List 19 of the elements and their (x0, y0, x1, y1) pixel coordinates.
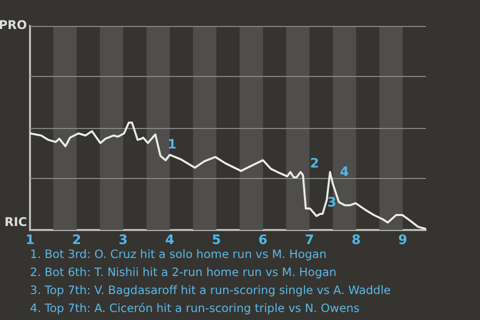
x-tick-label: 1 (25, 233, 35, 248)
annotation: 2 (310, 156, 320, 172)
text: 1. Bot 3rd: O. Cruz hit a solo home run vs M. Hogan (30, 247, 327, 261)
x-tick-label: 9 (398, 233, 408, 248)
text: PRO (0, 18, 27, 32)
annotation: 4 (340, 165, 349, 180)
x-tick-label: 4 (165, 233, 174, 248)
text: RIC (4, 215, 28, 230)
annotation: 3 (327, 195, 336, 210)
x-tick-label: 3 (118, 233, 128, 248)
x-tick-label: 8 (352, 233, 361, 248)
x-tick-label: 7 (305, 233, 314, 248)
text: 3. Top 7th: V. Bagdasaroff hit a run-scoring single vs A. Waddle (30, 282, 391, 299)
x-tick-label: 2 (72, 233, 82, 248)
annotation: 1 (167, 137, 176, 152)
x-tick-label: 6 (258, 233, 268, 248)
x-tick-label: 5 (212, 233, 221, 248)
text: 2. Bot 6th: T. Nishii hit a 2-run home run vs M. Hogan (30, 264, 338, 281)
text: 4. Top 7th: A. Cicerón hit a run-scoring triple vs N. Owens (30, 300, 361, 317)
